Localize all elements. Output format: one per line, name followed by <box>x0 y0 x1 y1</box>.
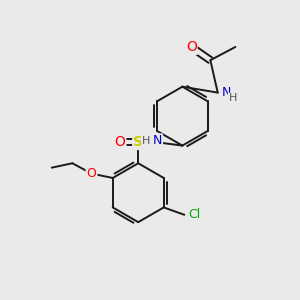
Text: S: S <box>133 135 143 149</box>
Text: O: O <box>115 135 125 149</box>
Text: O: O <box>151 135 162 149</box>
Text: H: H <box>142 136 150 146</box>
Text: Cl: Cl <box>188 208 200 221</box>
Text: H: H <box>229 94 237 103</box>
Text: O: O <box>87 167 97 180</box>
Text: O: O <box>186 40 197 54</box>
Text: N: N <box>153 134 162 147</box>
Text: N: N <box>221 86 231 99</box>
